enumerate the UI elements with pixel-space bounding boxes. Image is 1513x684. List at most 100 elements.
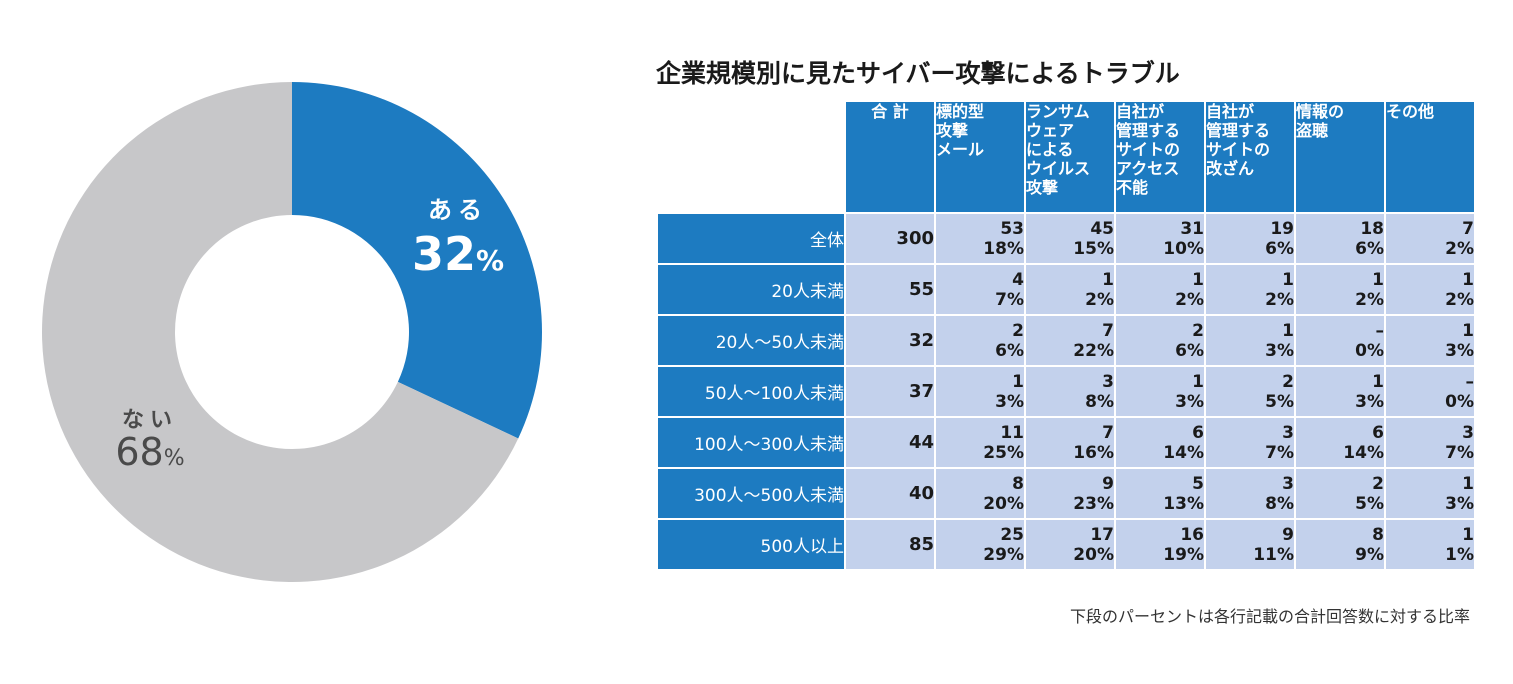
col-header-site-tampering: 自社が 管理する サイトの 改ざん [1204,100,1296,214]
table-row: 50人〜100人未満 37 1 3% 3 8% 1 3% 2 5% 1 3% –0% [656,365,1476,418]
cell-percent: 7% [995,289,1024,310]
table-row: 20人〜50人未満 32 2 6% 7 22% 2 6% 1 3% –0% 1 3% [656,314,1476,367]
col-header-ransomware: ランサム ウェア による ウイルス 攻撃 [1024,100,1116,214]
cell-percent: 29% [983,544,1024,565]
col-header-other: その他 [1384,100,1476,214]
cell-count: 2 [1012,320,1024,341]
table-cell: –0% [1384,365,1476,418]
table-cell: 1 3% [1204,314,1296,367]
cell-count: 11 [1000,422,1024,443]
table-header-row: 合 計 標的型 攻撃 メール ランサム ウェア による ウイルス 攻撃 自社が … [656,100,1476,214]
cell-count: 2 [1192,320,1204,341]
cell-count: 18 [1360,218,1384,239]
donut-slice-1 [42,82,519,582]
trouble-table: 合 計 標的型 攻撃 メール ランサム ウェア による ウイルス 攻撃 自社が … [656,100,1476,571]
table-row: 100人〜300人未満 44 11 25% 7 16% 6 14% 3 7% 6 14% 3 7% [656,416,1476,469]
cell-percent: 16% [1073,442,1114,463]
row-label: 全体 [656,212,846,265]
table-cell: 7 16% [1024,416,1116,469]
cell-count: 6 [1192,422,1204,443]
cell-count: 25 [1000,524,1024,545]
donut-label-value: 68% [115,430,184,474]
cell-count: 5 [1192,473,1204,494]
table-cell: 8 9% [1294,518,1386,571]
cell-percent: 3% [1175,391,1204,412]
cell-percent: 7% [1445,442,1474,463]
row-label: 20人未満 [656,263,846,316]
table-cell: 1 2% [1384,263,1476,316]
table-cell: 2 6% [934,314,1026,367]
table-cell: 1 3% [1294,365,1386,418]
cell-percent: 2% [1085,289,1114,310]
table-cell: 1 3% [1384,314,1476,367]
row-label: 500人以上 [656,518,846,571]
row-total: 40 [844,467,936,520]
cell-count: 9 [1102,473,1114,494]
cell-percent: 19% [1163,544,1204,565]
cell-percent: 3% [1355,391,1384,412]
row-label: 300人〜500人未満 [656,467,846,520]
row-total: 37 [844,365,936,418]
cell-count: 1 [1012,371,1024,392]
cell-percent: 14% [1163,442,1204,463]
table-row: 20人未満 55 4 7% 1 2% 1 2% 1 2% 1 2% 1 2% [656,263,1476,316]
cell-percent: 13% [1163,493,1204,514]
table-cell: 25 29% [934,518,1026,571]
table-cell: 53 18% [934,212,1026,265]
cell-count: 1 [1462,269,1474,290]
cell-count: 1 [1462,473,1474,494]
cell-count: 8 [1012,473,1024,494]
cell-count: 1 [1372,371,1384,392]
cell-count: 17 [1090,524,1114,545]
table-cell: 31 10% [1114,212,1206,265]
cell-percent: 14% [1343,442,1384,463]
row-label: 100人〜300人未満 [656,416,846,469]
cell-percent: 8% [1085,391,1114,412]
col-header-targeted-email: 標的型 攻撃 メール [934,100,1026,214]
table-cell: 1 1% [1384,518,1476,571]
cell-percent: 6% [995,340,1024,361]
cell-count: 7 [1462,218,1474,239]
cell-count: 1 [1282,269,1294,290]
cell-percent: 23% [1073,493,1114,514]
col-header-eavesdropping: 情報の 盗聴 [1294,100,1386,214]
cell-count: 9 [1282,524,1294,545]
table-cell: 1 3% [1384,467,1476,520]
table-cell: 6 14% [1294,416,1386,469]
table-cell: 3 7% [1384,416,1476,469]
cell-count: 4 [1012,269,1024,290]
cell-count: 8 [1372,524,1384,545]
table-cell: 11 25% [934,416,1026,469]
cell-percent: 9% [1355,544,1384,565]
cell-count: 3 [1282,422,1294,443]
table-cell: 1 2% [1114,263,1206,316]
cell-percent: 18% [983,238,1024,259]
table-cell: 4 7% [934,263,1026,316]
table-cell: 1 2% [1024,263,1116,316]
table-cell: 9 11% [1204,518,1296,571]
cell-count: 3 [1282,473,1294,494]
cell-percent: 3% [1265,340,1294,361]
cell-percent: 25% [983,442,1024,463]
table-cell: 3 7% [1204,416,1296,469]
table-cell: –0% [1294,314,1386,367]
cell-percent: 3% [995,391,1024,412]
cell-percent: 0% [1355,340,1384,361]
cell-count: 3 [1462,422,1474,443]
table-cell: 1 3% [1114,365,1206,418]
table-cell: 3 8% [1024,365,1116,418]
cell-count: 19 [1270,218,1294,239]
table-cell: 16 19% [1114,518,1206,571]
cell-percent: 20% [983,493,1024,514]
cell-percent: 22% [1073,340,1114,361]
cell-percent: 0% [1445,391,1474,412]
table-cell: 1 2% [1294,263,1386,316]
cell-percent: 3% [1445,493,1474,514]
cell-count: 1 [1462,524,1474,545]
cell-percent: 10% [1163,238,1204,259]
cell-count: 1 [1462,320,1474,341]
cell-count: 1 [1282,320,1294,341]
cell-count: 7 [1102,422,1114,443]
table-cell: 18 6% [1294,212,1386,265]
